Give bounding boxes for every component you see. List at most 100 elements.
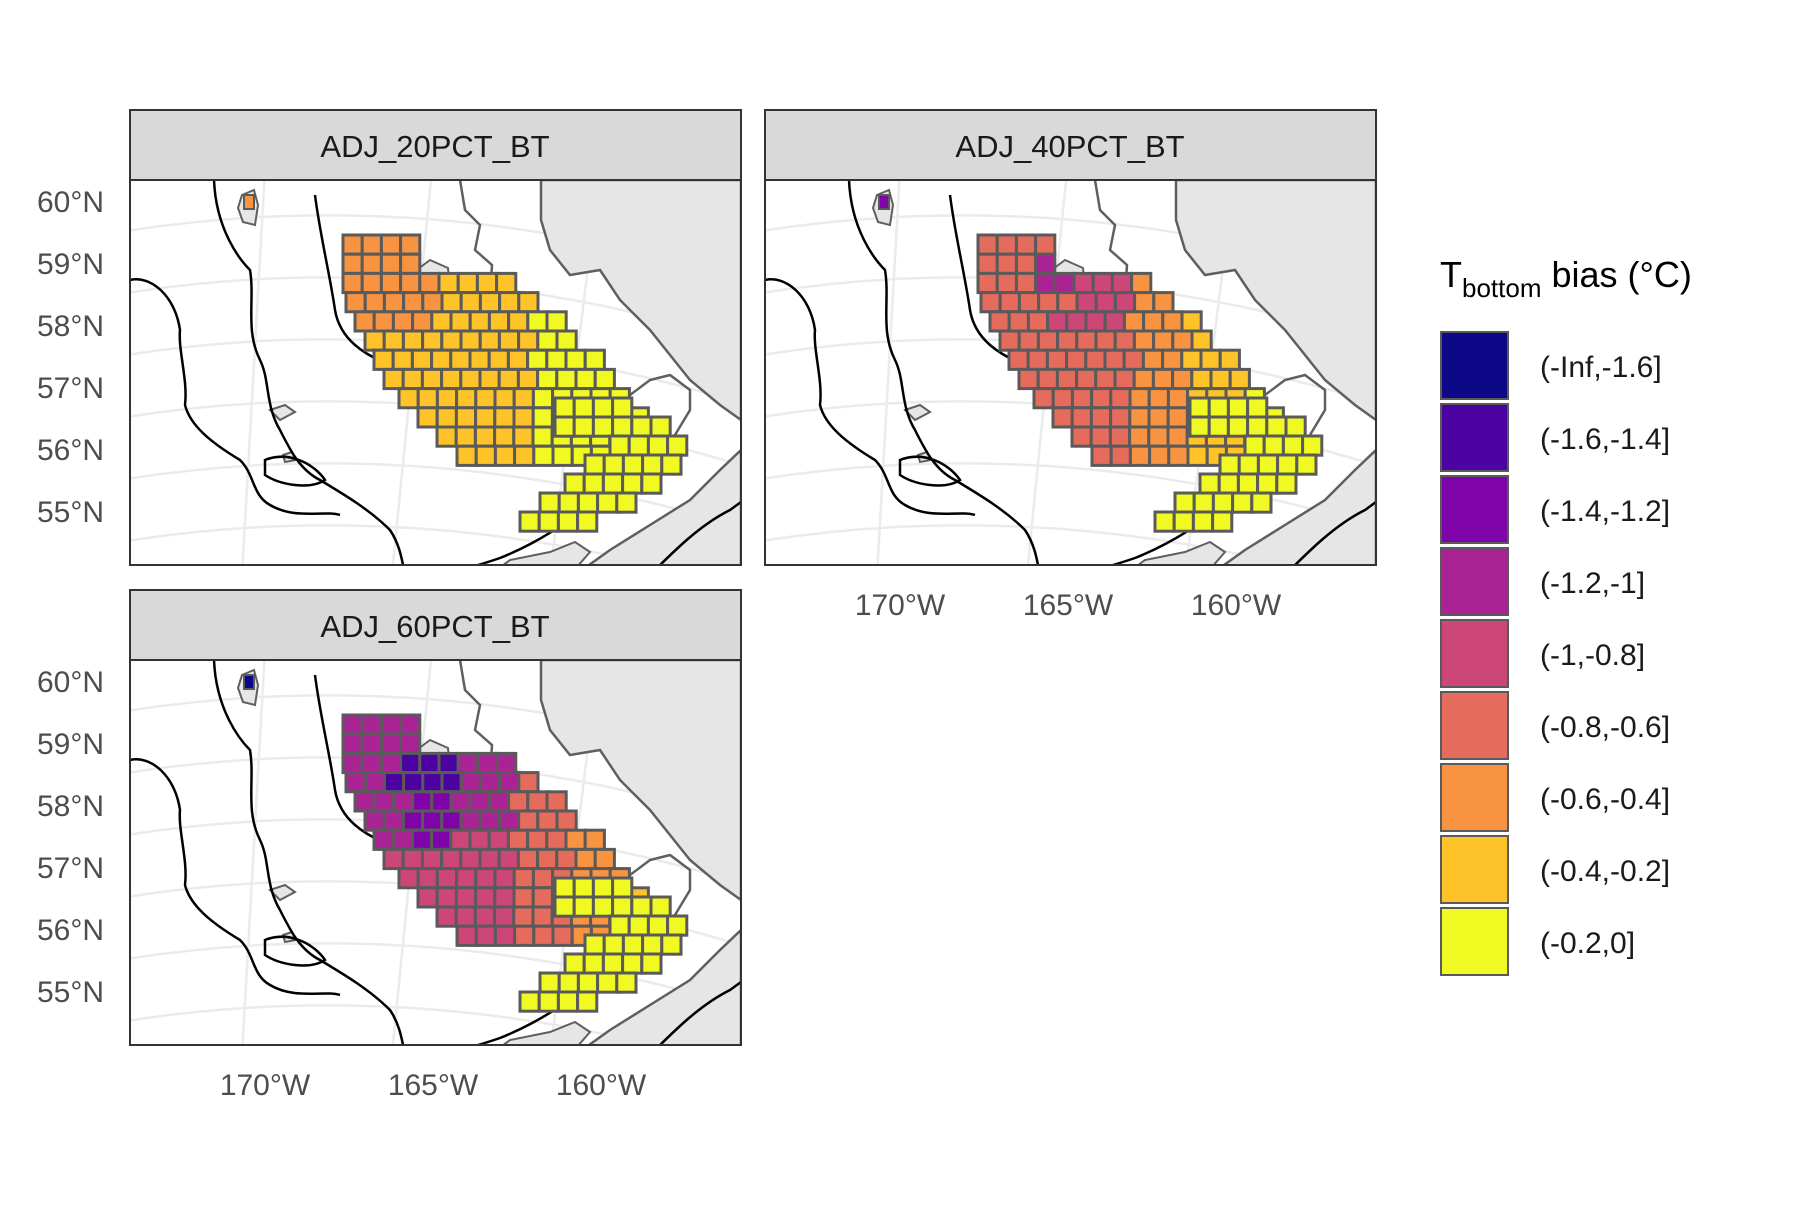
grid-cell [1046,310,1069,333]
grid-cell [1036,329,1060,352]
legend-key-swatch [1440,547,1509,616]
grid-cell [382,847,405,871]
x-axis-right: 170°W 165°W 160°W [855,589,1282,622]
grid-cell [1072,271,1095,295]
grid-cell [1147,387,1170,410]
grid-cell [666,914,689,937]
grid-cell [1065,348,1088,371]
grid-cell [1075,291,1098,314]
grid-cell [454,406,478,429]
grid-cell [1186,444,1209,467]
grid-cells [341,233,689,533]
grid-cell [1090,444,1113,467]
grid-cell [1051,406,1074,429]
grid-cell [382,367,405,391]
grid-cell [1014,233,1038,256]
grid-cell [487,310,511,333]
grid-cell [1284,415,1307,438]
grid-cell [397,867,420,890]
grid-cell [454,905,477,928]
grid-cell [379,271,403,295]
grid-cell [576,491,600,514]
grid-cell [1053,271,1076,295]
grid-cell [591,396,615,419]
grid-cell [1056,291,1079,314]
grid-cell [555,809,578,832]
grid-cell [995,233,1018,256]
grid-cell [1070,425,1093,448]
grid-cell [1190,367,1213,391]
grid-cell [1265,415,1288,438]
grid-cell [243,194,255,210]
y-tick-label: 57°N [37,372,104,405]
pribilof-island [268,403,297,422]
contour-line [130,757,341,997]
grid-cell [495,271,518,295]
grid-cell [516,367,540,391]
grid-cell [474,406,497,429]
grid-cell [995,271,1018,295]
graticule-parallel [130,462,741,529]
grid-cell [1173,491,1196,514]
grid-cell [517,329,540,352]
x-tick-label: 170°W [855,589,946,622]
legend-key-swatch [1440,907,1509,976]
grid-cell [363,771,386,794]
grid-cell [449,348,472,371]
legend-key-label: (-0.2,0] [1540,927,1635,960]
grid-cell [473,425,497,448]
grid-cell [475,271,499,295]
grid-cell [1014,271,1038,295]
grid-cell [1161,310,1184,333]
grid-cell [455,924,478,947]
contour-line [263,935,327,967]
legend-key-swatch [1440,475,1509,544]
contour-line [658,980,741,1045]
grid-cell [430,828,453,851]
contour-line [212,660,405,1045]
grid-cell [401,847,424,871]
grid-cell [372,790,395,813]
grid-cell [582,472,605,495]
grid-cell [601,472,625,495]
grid-cell [478,291,502,314]
grid-cell [507,790,530,813]
grid-cell [517,291,540,314]
grid-cell [435,886,458,909]
grid-cell [621,952,644,975]
grid-cell [418,271,441,295]
graticule-meridian [241,660,266,1045]
grid-cell [353,310,376,333]
grid-cell [537,990,560,1013]
grid-cell [372,828,395,851]
graticule-parallel [130,942,741,1009]
grid-cell [563,472,586,495]
grid-cell [401,329,425,352]
alaska-peninsula [1221,448,1376,565]
x-tick-label: 165°W [388,1069,479,1102]
grid-cell [563,952,586,975]
grid-cell [582,952,605,975]
grid-cell [493,425,516,448]
graticule-parallel [130,1004,658,1045]
grid-cell [976,271,999,295]
grid-cell [1141,348,1165,371]
legend-key-label: (-0.6,-0.4] [1540,783,1670,816]
graticule-parallel [130,524,658,565]
grid-cell [1128,387,1151,410]
grid-cell [360,271,383,295]
grid-cell [440,847,463,871]
grid-cell [1091,271,1114,295]
grid-cell [399,233,422,256]
grid-cell [493,406,516,429]
grid-cell [512,387,535,410]
grid-cell [536,809,559,832]
grid-cell [583,828,606,851]
grid-cell [430,790,453,813]
grid-cell [615,971,638,994]
grid-cell [1133,291,1156,314]
grid-cell [976,252,999,275]
grid-cell [531,867,555,890]
grid-cell [401,367,424,391]
grid-cell [1166,387,1190,410]
